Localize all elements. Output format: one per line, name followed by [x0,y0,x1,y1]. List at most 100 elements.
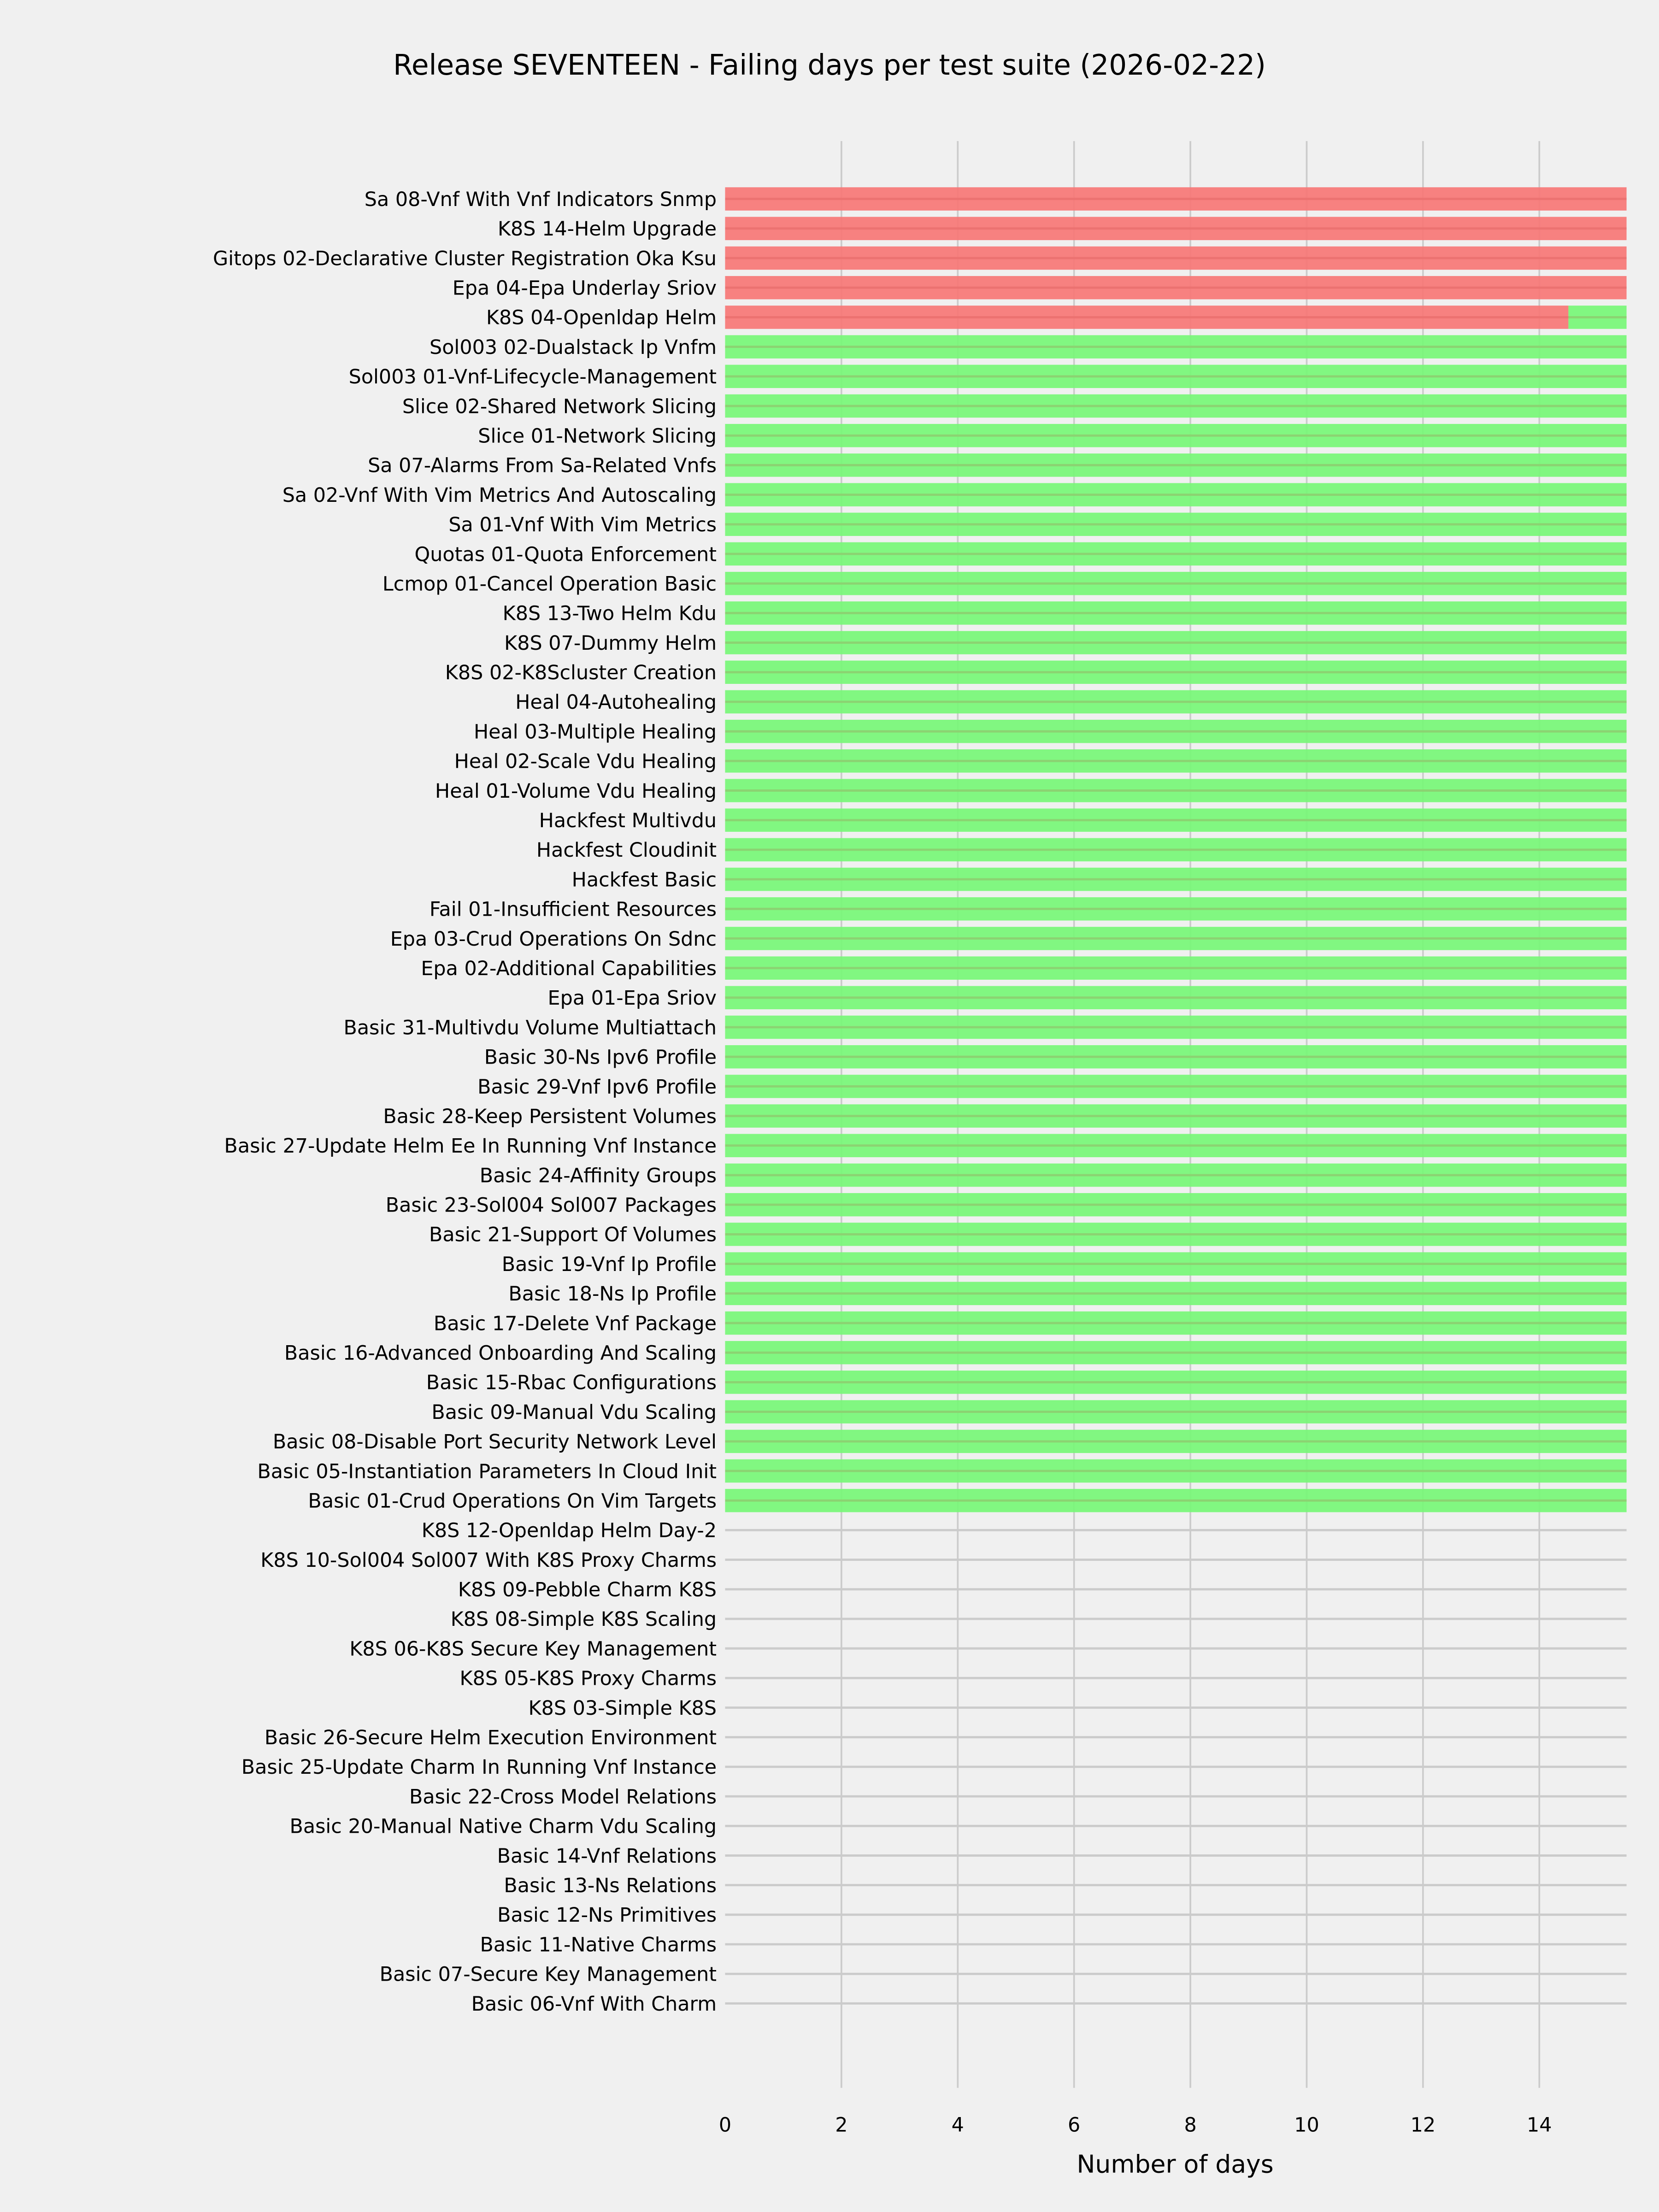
bar-passing [725,808,1627,832]
bar-failing [725,187,1627,211]
y-tick-label: Basic 21-Support Of Volumes [429,1224,717,1247]
y-tick-label: K8S 06-K8S Secure Key Management [349,1637,717,1660]
bar-passing [725,1252,1627,1276]
y-tick-label: Heal 03-Multiple Healing [474,720,717,743]
y-tick-label: K8S 14-Helm Upgrade [498,218,717,241]
y-tick-label: Hackfest Cloudinit [536,839,717,862]
bar-passing [725,1223,1627,1246]
bar-passing [725,1430,1627,1453]
bar-passing [725,1045,1627,1069]
bar-failing [725,246,1627,270]
bar-passing [725,897,1627,921]
bar-passing [725,365,1627,388]
x-tick-label: 14 [1527,2114,1552,2137]
y-tick-label: Basic 09-Manual Vdu Scaling [431,1401,717,1424]
bar-passing [725,1371,1627,1394]
bar-passing [725,1488,1627,1512]
x-tick-label: 0 [719,2114,731,2137]
y-tick-label: Basic 29-Vnf Ipv6 Profile [477,1076,717,1099]
x-tick-label: 10 [1294,2114,1319,2137]
y-tick-label: Basic 16-Advanced Onboarding And Scaling [284,1342,717,1365]
y-tick-label: Basic 12-Ns Primitives [497,1904,717,1927]
y-tick-label: Basic 26-Secure Helm Execution Environme… [265,1726,717,1749]
y-tick-label: Basic 13-Ns Relations [504,1874,717,1897]
y-tick-label: Sa 07-Alarms From Sa-Related Vnfs [368,454,717,477]
bar-passing [725,394,1627,418]
y-tick-label: Basic 22-Cross Model Relations [409,1785,717,1808]
y-tick-label: Fail 01-Insufficient Resources [429,898,717,921]
y-tick-label: Basic 30-Ns Ipv6 Profile [484,1046,717,1069]
y-tick-label: Basic 23-Sol004 Sol007 Packages [386,1194,717,1217]
y-tick-label: Lcmop 01-Cancel Operation Basic [382,572,717,595]
y-tick-label: K8S 13-Two Helm Kdu [503,602,717,625]
bar-passing [725,867,1627,891]
bar-passing [725,424,1627,447]
y-tick-label: K8S 12-Openldap Helm Day-2 [422,1519,717,1542]
y-tick-label: Epa 01-Epa Sriov [548,987,717,1010]
y-tick-label: Basic 24-Affinity Groups [480,1164,717,1187]
y-tick-label: Epa 04-Epa Underlay Sriov [453,277,717,300]
y-tick-label: Basic 07-Secure Key Management [380,1963,717,1986]
y-tick-label: Basic 20-Manual Native Charm Vdu Scaling [289,1815,717,1838]
y-tick-label: Basic 08-Disable Port Security Network L… [273,1430,717,1453]
bar-passing [725,1311,1627,1335]
bar-passing [725,1104,1627,1128]
bar-passing [725,838,1627,862]
y-tick-label: Sol003 02-Dualstack Ip Vnfm [429,336,717,359]
bar-passing [725,601,1627,625]
bars [725,187,1627,1512]
bar-passing [725,512,1627,536]
bar-passing [725,1459,1627,1483]
y-tick-label: Epa 03-Crud Operations On Sdnc [390,928,717,951]
x-tick-label: 4 [952,2114,964,2137]
y-tick-label: Hackfest Multivdu [539,809,717,832]
y-tick-label: Epa 02-Additional Capabilities [421,957,717,980]
x-axis-label: Number of days [1077,2149,1273,2178]
y-tick-label: Basic 27-Update Helm Ee In Running Vnf I… [224,1135,717,1158]
bar-failing [725,276,1627,300]
y-tick-label: Basic 19-Vnf Ip Profile [502,1253,717,1276]
y-tick-label: Basic 11-Native Charms [480,1933,717,1956]
y-tick-label: Basic 31-Multivdu Volume Multiattach [344,1016,717,1039]
bar-passing [725,335,1627,359]
bar-passing [725,779,1627,802]
bar-passing [725,453,1627,477]
y-tick-label: Basic 25-Update Charm In Running Vnf Ins… [241,1756,717,1779]
y-tick-label: Quotas 01-Quota Enforcement [415,543,717,566]
x-tick-label: 6 [1068,2114,1080,2137]
y-tick-label: Heal 02-Scale Vdu Healing [454,750,717,773]
y-tick-label: Heal 04-Autohealing [515,691,717,714]
bar-passing [725,1163,1627,1187]
y-tick-label: K8S 08-Simple K8S Scaling [451,1608,717,1631]
y-tick-label: Basic 28-Keep Persistent Volumes [383,1105,717,1128]
y-tick-label: Sa 02-Vnf With Vim Metrics And Autoscali… [282,484,717,507]
bar-passing [725,749,1627,773]
bar-passing [725,483,1627,506]
bar-passing [725,660,1627,684]
bar-passing [725,1400,1627,1424]
y-tick-label: K8S 09-Pebble Charm K8S [458,1578,717,1601]
y-tick-label: Heal 01-Volume Vdu Healing [435,780,717,803]
x-tick-label: 2 [835,2114,847,2137]
y-tick-label: Basic 06-Vnf With Charm [471,1993,717,2016]
x-tick-label: 8 [1184,2114,1196,2137]
y-tick-label: K8S 10-Sol004 Sol007 With K8S Proxy Char… [260,1549,717,1572]
y-tick-label: Basic 01-Crud Operations On Vim Targets [308,1489,717,1512]
y-tick-label: K8S 04-Openldap Helm [486,306,717,329]
bar-passing [725,1341,1627,1365]
bar-passing [725,956,1627,980]
bar-passing [725,1193,1627,1217]
x-tick-label: 12 [1411,2114,1436,2137]
bar-passing [725,571,1627,595]
y-tick-labels: Sa 08-Vnf With Vnf Indicators Snmp K8S 14… [213,188,717,2016]
bar-passing [725,1134,1627,1158]
x-tick-labels: 0 2 4 6 8 10 12 14 [719,2114,1552,2137]
y-tick-label: Slice 01-Network Slicing [478,424,717,447]
y-tick-label: Hackfest Basic [572,868,717,891]
y-tick-label: Sa 08-Vnf With Vnf Indicators Snmp [365,188,717,211]
y-tick-label: Basic 15-Rbac Configurations [426,1371,717,1394]
y-tick-label: Basic 17-Delete Vnf Package [434,1312,717,1335]
bar-failing [725,306,1569,329]
y-tick-label: Basic 05-Instantiation Parameters In Clo… [257,1460,717,1483]
